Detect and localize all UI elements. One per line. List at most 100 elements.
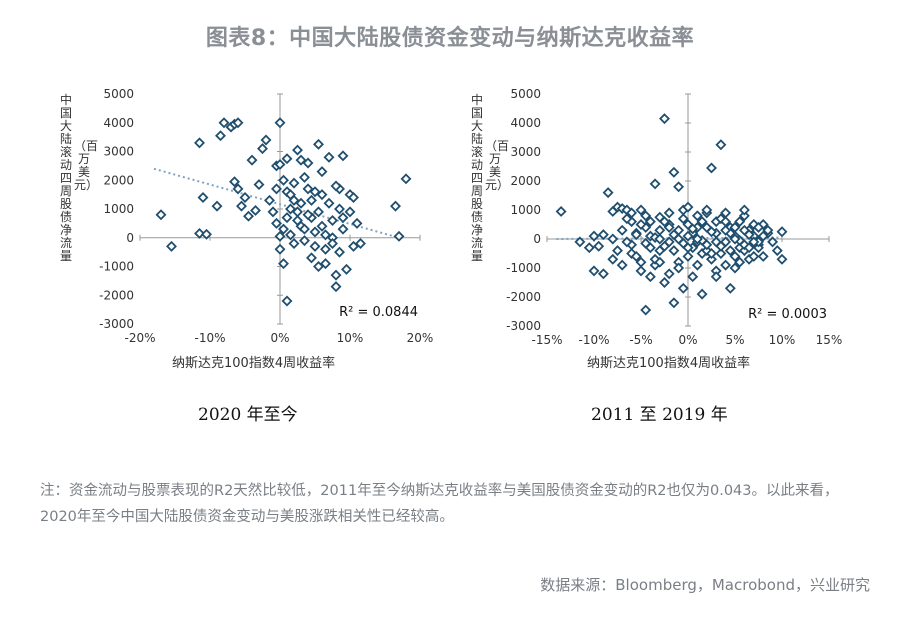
data-point — [323, 197, 335, 209]
y-tick-label: -2000 — [99, 288, 134, 302]
data-point — [232, 117, 244, 129]
data-point — [320, 258, 331, 270]
data-point — [630, 229, 642, 241]
data-point — [323, 151, 335, 163]
data-point — [274, 230, 286, 242]
data-point — [330, 180, 342, 192]
x-tick-label: 20% — [407, 331, 434, 345]
data-point — [211, 200, 223, 212]
data-point — [720, 224, 732, 236]
y-tick-label: -1000 — [506, 261, 541, 275]
data-point — [668, 245, 680, 257]
y-axis-label: 中国大陆滚动四周股债净流量 — [470, 93, 483, 263]
data-point — [271, 183, 282, 195]
data-point — [621, 236, 633, 248]
y-axis-unit-label: （百万美元） — [485, 139, 510, 192]
x-tick-label: -10% — [578, 333, 609, 347]
data-point — [281, 212, 293, 224]
y-tick-label: 3000 — [103, 145, 134, 159]
data-point — [710, 236, 722, 248]
data-point — [309, 240, 321, 252]
data-point — [229, 176, 240, 188]
data-point — [271, 217, 282, 229]
chart-2020-to-date: 中国大陆滚动四周股债净流量 （百万美元） 5000 4000 3000 2000 100… — [40, 80, 470, 430]
data-source: 数据来源：Bloomberg，Macrobond，兴业研究 — [540, 576, 870, 594]
data-point — [654, 224, 666, 236]
data-point — [668, 297, 680, 309]
data-point — [635, 265, 647, 277]
data-point — [334, 246, 345, 258]
data-point — [673, 233, 685, 245]
data-point — [757, 219, 769, 230]
data-point — [320, 243, 331, 255]
data-point — [288, 194, 300, 206]
data-point — [246, 154, 258, 166]
data-point — [616, 259, 628, 271]
data-point — [654, 256, 666, 268]
x-tick-label: -20% — [124, 331, 155, 345]
data-point — [738, 204, 750, 216]
data-point — [738, 210, 750, 222]
data-point — [355, 238, 366, 249]
data-point — [306, 252, 317, 264]
data-point — [306, 194, 317, 206]
data-point — [250, 204, 261, 216]
data-point — [264, 194, 275, 206]
data-point — [701, 204, 713, 216]
data-point — [155, 209, 167, 221]
data-point — [313, 138, 324, 150]
data-point — [710, 271, 722, 283]
data-point — [724, 245, 736, 257]
data-point — [257, 143, 268, 155]
data-point — [715, 248, 727, 259]
data-point — [281, 153, 293, 165]
x-tick-label: 10% — [769, 333, 796, 347]
data-point — [351, 217, 363, 229]
data-point — [201, 228, 212, 240]
x-tick-label: 0% — [678, 333, 697, 347]
data-point — [583, 242, 595, 254]
data-point — [729, 221, 741, 233]
y-tick-label: 5000 — [510, 87, 541, 101]
y-tick-label: 1000 — [510, 203, 541, 217]
data-point — [574, 236, 586, 248]
data-point — [344, 206, 356, 218]
data-point — [729, 233, 741, 245]
data-point — [302, 157, 314, 169]
data-point — [701, 221, 713, 233]
data-point — [687, 271, 699, 283]
y-tick-label: 0 — [533, 232, 541, 246]
y-tick-label: 5000 — [103, 87, 134, 101]
scatter-plot-2020: 5000 4000 3000 2000 1000 0 -1000 -2000 -3000-20%… — [99, 87, 434, 345]
y-tick-label: -1000 — [99, 260, 134, 274]
chart-2011-2019: 中国大陆滚动四周股债净流量 （百万美元） 5000 4000 3000 2000 100… — [455, 80, 885, 430]
data-point — [757, 230, 769, 242]
data-point — [337, 223, 349, 235]
data-point — [706, 248, 717, 259]
data-point — [330, 281, 342, 293]
data-point — [635, 204, 647, 216]
data-point — [748, 236, 760, 248]
data-point — [288, 177, 300, 189]
x-tick-label: -15% — [531, 333, 562, 347]
y-tick-label: 2000 — [510, 174, 541, 188]
x-axis-label: 纳斯达克100指数4周收益率 — [172, 356, 336, 371]
data-point — [316, 189, 328, 201]
data-point — [295, 154, 307, 166]
data-point — [682, 242, 694, 254]
data-point — [748, 250, 760, 262]
data-point — [597, 229, 609, 241]
data-point — [302, 183, 314, 195]
data-point — [706, 162, 717, 174]
data-point — [243, 210, 254, 222]
data-point — [673, 181, 685, 193]
data-point — [295, 197, 307, 209]
data-point — [337, 150, 349, 162]
data-point — [691, 210, 703, 222]
data-point — [334, 203, 345, 215]
data-point — [299, 235, 310, 247]
data-point — [729, 250, 741, 262]
data-point — [663, 221, 675, 233]
data-point — [197, 192, 209, 203]
data-point — [673, 262, 685, 274]
